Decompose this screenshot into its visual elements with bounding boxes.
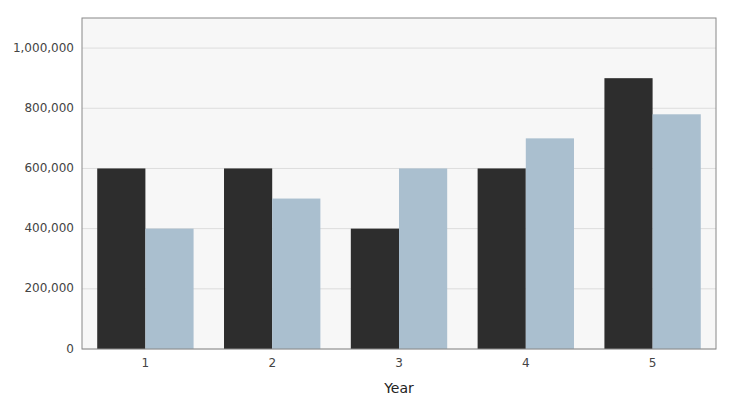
bar (272, 199, 320, 349)
bar (145, 229, 193, 349)
x-tick-label: 5 (649, 356, 657, 370)
x-tick-label: 1 (142, 356, 150, 370)
x-tick-label: 3 (395, 356, 403, 370)
bar (526, 138, 574, 349)
bar (399, 168, 447, 349)
bars (97, 78, 701, 349)
grid-line (82, 48, 716, 49)
grid (82, 48, 716, 349)
plot-background (82, 18, 716, 349)
x-tick-label: 4 (522, 356, 530, 370)
y-tick-label: 1,000,000 (13, 41, 74, 55)
y-tick-label: 800,000 (24, 101, 74, 115)
bar (653, 114, 701, 349)
bar (478, 168, 526, 349)
y-tick-label: 0 (66, 342, 74, 356)
x-tick-label: 2 (268, 356, 276, 370)
y-tick-label: 400,000 (24, 221, 74, 235)
y-tick-label: 600,000 (24, 161, 74, 175)
bar (604, 78, 652, 349)
bar (351, 229, 399, 349)
chart-container: 0 200,000 400,000 600,000 800,000 1,000,000 1 2… (0, 0, 734, 405)
bar (97, 168, 145, 349)
x-axis-label: Year (383, 380, 414, 396)
y-tick-label: 200,000 (24, 281, 74, 295)
plot-frame (82, 18, 716, 349)
bar (224, 168, 272, 349)
chart-svg: 0 200,000 400,000 600,000 800,000 1,000,000 1 2… (0, 0, 734, 405)
